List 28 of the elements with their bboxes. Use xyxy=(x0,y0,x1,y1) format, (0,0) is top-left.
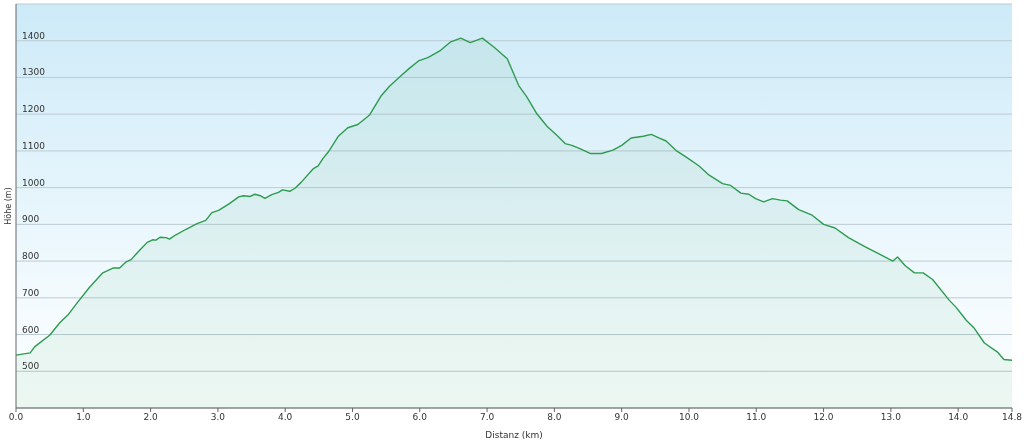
y-tick-label: 800 xyxy=(22,251,40,262)
x-tick-label: 14.0 xyxy=(948,412,969,423)
y-axis-title: Höhe (m) xyxy=(3,187,13,225)
x-tick-label: 11.0 xyxy=(746,412,767,423)
x-axis-title: Distanz (km) xyxy=(485,430,543,440)
y-tick-label: 1200 xyxy=(22,104,46,115)
x-tick-label: 12.0 xyxy=(813,412,834,423)
y-tick-label: 900 xyxy=(22,214,40,225)
y-tick-label: 1400 xyxy=(22,30,46,41)
x-tick-label: 7.0 xyxy=(479,412,495,423)
y-tick-label: 500 xyxy=(22,361,40,372)
x-tick-label: 5.0 xyxy=(345,412,360,423)
x-tick-label: 3.0 xyxy=(210,412,226,423)
y-tick-label: 1000 xyxy=(22,177,46,188)
x-tick-label: 8.0 xyxy=(547,412,562,423)
x-tick-label: 6.0 xyxy=(412,412,428,423)
x-tick-label: 9.0 xyxy=(614,412,630,423)
x-tick-label: 2.0 xyxy=(143,412,159,423)
x-tick-label: 4.0 xyxy=(278,412,293,423)
y-tick-label: 1300 xyxy=(22,67,46,78)
x-tick-label: 0.0 xyxy=(8,412,24,423)
x-tick-label: 13.0 xyxy=(880,412,902,423)
x-tick-label: 14.8 xyxy=(1001,412,1023,423)
y-tick-label: 600 xyxy=(22,324,40,335)
y-tick-label: 1100 xyxy=(22,140,46,151)
y-tick-label: 700 xyxy=(22,287,40,298)
x-tick-label: 1.0 xyxy=(76,412,91,423)
x-tick-label: 10.0 xyxy=(678,412,700,423)
